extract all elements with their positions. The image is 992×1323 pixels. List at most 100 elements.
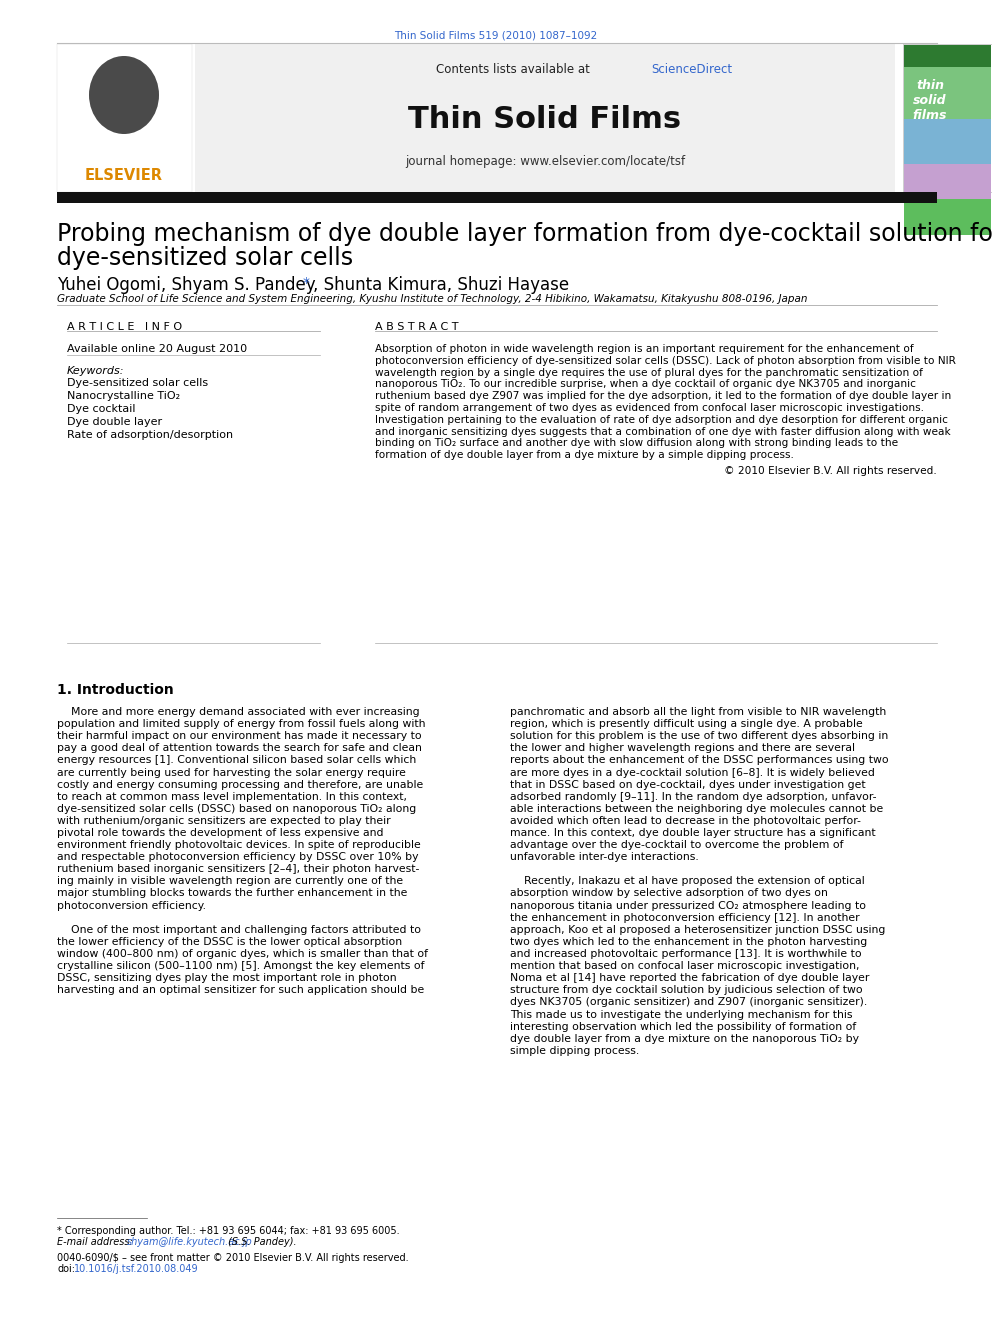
Text: DSSC, sensitizing dyes play the most important role in photon: DSSC, sensitizing dyes play the most imp… [57,974,397,983]
Text: Absorption of photon in wide wavelength region is an important requirement for t: Absorption of photon in wide wavelength … [375,344,914,355]
Text: able interactions between the neighboring dye molecules cannot be: able interactions between the neighborin… [510,804,883,814]
Text: Probing mechanism of dye double layer formation from dye-cocktail solution for: Probing mechanism of dye double layer fo… [57,222,992,246]
FancyBboxPatch shape [904,198,991,235]
Text: photoconversion efficiency of dye-sensitized solar cells (DSSC). Lack of photon : photoconversion efficiency of dye-sensit… [375,356,956,365]
Text: the enhancement in photoconversion efficiency [12]. In another: the enhancement in photoconversion effic… [510,913,860,922]
Text: This made us to investigate the underlying mechanism for this: This made us to investigate the underlyi… [510,1009,852,1020]
Text: photoconversion efficiency.: photoconversion efficiency. [57,901,206,910]
Text: are more dyes in a dye-cocktail solution [6–8]. It is widely believed: are more dyes in a dye-cocktail solution… [510,767,875,778]
Text: Recently, Inakazu et al have proposed the extension of optical: Recently, Inakazu et al have proposed th… [510,876,865,886]
Text: * Corresponding author. Tel.: +81 93 695 6044; fax: +81 93 695 6005.: * Corresponding author. Tel.: +81 93 695… [57,1226,400,1236]
Text: More and more energy demand associated with ever increasing: More and more energy demand associated w… [57,706,420,717]
FancyBboxPatch shape [57,44,192,192]
Text: absorption window by selective adsorption of two dyes on: absorption window by selective adsorptio… [510,889,828,898]
Text: Dye cocktail: Dye cocktail [67,404,136,414]
Text: the lower and higher wavelength regions and there are several: the lower and higher wavelength regions … [510,744,855,753]
Text: 1. Introduction: 1. Introduction [57,683,174,697]
Text: adsorbed randomly [9–11]. In the random dye adsorption, unfavor-: adsorbed randomly [9–11]. In the random … [510,791,877,802]
Text: journal homepage: www.elsevier.com/locate/tsf: journal homepage: www.elsevier.com/locat… [405,155,685,168]
Text: population and limited supply of energy from fossil fuels along with: population and limited supply of energy … [57,720,426,729]
Text: two dyes which led to the enhancement in the photon harvesting: two dyes which led to the enhancement in… [510,937,867,947]
FancyBboxPatch shape [57,192,937,202]
Text: unfavorable inter-dye interactions.: unfavorable inter-dye interactions. [510,852,698,863]
Text: Dye-sensitized solar cells: Dye-sensitized solar cells [67,378,208,388]
Text: mance. In this context, dye double layer structure has a significant: mance. In this context, dye double layer… [510,828,876,837]
Text: ScienceDirect: ScienceDirect [651,64,732,75]
Text: E-mail address:: E-mail address: [57,1237,136,1248]
Text: pay a good deal of attention towards the search for safe and clean: pay a good deal of attention towards the… [57,744,422,753]
Text: (S.S. Pandey).: (S.S. Pandey). [225,1237,297,1248]
Text: region, which is presently difficult using a single dye. A probable: region, which is presently difficult usi… [510,720,863,729]
Text: formation of dye double layer from a dye mixture by a simple dipping process.: formation of dye double layer from a dye… [375,450,794,460]
Text: Thin Solid Films: Thin Solid Films [409,105,682,134]
Text: crystalline silicon (500–1100 nm) [5]. Amongst the key elements of: crystalline silicon (500–1100 nm) [5]. A… [57,960,425,971]
Text: © 2010 Elsevier B.V. All rights reserved.: © 2010 Elsevier B.V. All rights reserved… [724,466,937,476]
Text: and respectable photoconversion efficiency by DSSC over 10% by: and respectable photoconversion efficien… [57,852,419,863]
FancyBboxPatch shape [195,44,895,192]
Text: simple dipping process.: simple dipping process. [510,1045,639,1056]
Text: Keywords:: Keywords: [67,366,125,376]
Text: *: * [303,277,310,290]
FancyBboxPatch shape [904,45,991,67]
Text: A B S T R A C T: A B S T R A C T [375,321,458,332]
Text: dyes NK3705 (organic sensitizer) and Z907 (inorganic sensitizer).: dyes NK3705 (organic sensitizer) and Z90… [510,998,867,1007]
Text: binding on TiO₂ surface and another dye with slow diffusion along with strong bi: binding on TiO₂ surface and another dye … [375,438,898,448]
Text: dye double layer from a dye mixture on the nanoporous TiO₂ by: dye double layer from a dye mixture on t… [510,1033,859,1044]
Text: Yuhei Ogomi, Shyam S. Pandey: Yuhei Ogomi, Shyam S. Pandey [57,277,320,294]
FancyBboxPatch shape [904,164,991,198]
Text: panchromatic and absorb all the light from visible to NIR wavelength: panchromatic and absorb all the light fr… [510,706,886,717]
Text: with ruthenium/organic sensitizers are expected to play their: with ruthenium/organic sensitizers are e… [57,816,391,826]
Text: advantage over the dye-cocktail to overcome the problem of: advantage over the dye-cocktail to overc… [510,840,843,851]
Text: Rate of adsorption/desorption: Rate of adsorption/desorption [67,430,233,441]
Text: Nanocrystalline TiO₂: Nanocrystalline TiO₂ [67,392,181,401]
FancyBboxPatch shape [903,44,992,192]
Text: Dye double layer: Dye double layer [67,417,162,427]
Text: interesting observation which led the possibility of formation of: interesting observation which led the po… [510,1021,856,1032]
Text: A R T I C L E   I N F O: A R T I C L E I N F O [67,321,183,332]
Text: environment friendly photovoltaic devices. In spite of reproducible: environment friendly photovoltaic device… [57,840,421,851]
Text: shyam@life.kyutech.ac.jp: shyam@life.kyutech.ac.jp [127,1237,253,1248]
Text: , Shunta Kimura, Shuzi Hayase: , Shunta Kimura, Shuzi Hayase [313,277,569,294]
Text: major stumbling blocks towards the further enhancement in the: major stumbling blocks towards the furth… [57,889,408,898]
Text: Contents lists available at: Contents lists available at [436,64,593,75]
Text: their harmful impact on our environment has made it necessary to: their harmful impact on our environment … [57,732,422,741]
Text: costly and energy consuming processing and therefore, are unable: costly and energy consuming processing a… [57,779,424,790]
Text: structure from dye cocktail solution by judicious selection of two: structure from dye cocktail solution by … [510,986,863,995]
Text: wavelength region by a single dye requires the use of plural dyes for the panchr: wavelength region by a single dye requir… [375,368,923,377]
FancyBboxPatch shape [904,67,991,119]
Text: One of the most important and challenging factors attributed to: One of the most important and challengin… [57,925,421,935]
Text: avoided which often lead to decrease in the photovoltaic perfor-: avoided which often lead to decrease in … [510,816,861,826]
Text: mention that based on confocal laser microscopic investigation,: mention that based on confocal laser mic… [510,960,859,971]
Text: Available online 20 August 2010: Available online 20 August 2010 [67,344,247,355]
Text: that in DSSC based on dye-cocktail, dyes under investigation get: that in DSSC based on dye-cocktail, dyes… [510,779,866,790]
Text: and increased photovoltaic performance [13]. It is worthwhile to: and increased photovoltaic performance [… [510,949,862,959]
Text: ruthenium based dye Z907 was implied for the dye adsorption, it led to the forma: ruthenium based dye Z907 was implied for… [375,392,951,401]
Text: ruthenium based inorganic sensitizers [2–4], their photon harvest-: ruthenium based inorganic sensitizers [2… [57,864,420,875]
Text: ing mainly in visible wavelength region are currently one of the: ing mainly in visible wavelength region … [57,876,403,886]
Text: to reach at common mass level implementation. In this context,: to reach at common mass level implementa… [57,791,407,802]
Text: 0040-6090/$ – see front matter © 2010 Elsevier B.V. All rights reserved.: 0040-6090/$ – see front matter © 2010 El… [57,1253,409,1263]
Text: Investigation pertaining to the evaluation of rate of dye adsorption and dye des: Investigation pertaining to the evaluati… [375,415,948,425]
FancyBboxPatch shape [904,119,991,164]
Text: energy resources [1]. Conventional silicon based solar cells which: energy resources [1]. Conventional silic… [57,755,417,766]
Text: reports about the enhancement of the DSSC performances using two: reports about the enhancement of the DSS… [510,755,889,766]
Text: are currently being used for harvesting the solar energy require: are currently being used for harvesting … [57,767,406,778]
Text: pivotal role towards the development of less expensive and: pivotal role towards the development of … [57,828,384,837]
Text: harvesting and an optimal sensitizer for such application should be: harvesting and an optimal sensitizer for… [57,986,425,995]
Text: dye-sensitized solar cells: dye-sensitized solar cells [57,246,353,270]
Text: nanoporous TiO₂. To our incredible surprise, when a dye cocktail of organic dye : nanoporous TiO₂. To our incredible surpr… [375,380,916,389]
Text: the lower efficiency of the DSSC is the lower optical absorption: the lower efficiency of the DSSC is the … [57,937,402,947]
Text: Graduate School of Life Science and System Engineering, Kyushu Institute of Tech: Graduate School of Life Science and Syst… [57,294,807,304]
Text: Noma et al [14] have reported the fabrication of dye double layer: Noma et al [14] have reported the fabric… [510,974,869,983]
Text: dye-sensitized solar cells (DSSC) based on nanoporous TiO₂ along: dye-sensitized solar cells (DSSC) based … [57,804,417,814]
Ellipse shape [89,56,159,134]
Text: and inorganic sensitizing dyes suggests that a combination of one dye with faste: and inorganic sensitizing dyes suggests … [375,426,950,437]
Text: window (400–800 nm) of organic dyes, which is smaller than that of: window (400–800 nm) of organic dyes, whi… [57,949,428,959]
Text: approach, Koo et al proposed a heterosensitizer junction DSSC using: approach, Koo et al proposed a heterosen… [510,925,886,935]
Text: doi:: doi: [57,1263,75,1274]
Text: Thin Solid Films 519 (2010) 1087–1092: Thin Solid Films 519 (2010) 1087–1092 [395,30,597,40]
Text: thin
solid
films: thin solid films [913,79,947,122]
Text: 10.1016/j.tsf.2010.08.049: 10.1016/j.tsf.2010.08.049 [74,1263,198,1274]
Text: spite of random arrangement of two dyes as evidenced from confocal laser microsc: spite of random arrangement of two dyes … [375,404,924,413]
Text: nanoporous titania under pressurized CO₂ atmosphere leading to: nanoporous titania under pressurized CO₂… [510,901,866,910]
